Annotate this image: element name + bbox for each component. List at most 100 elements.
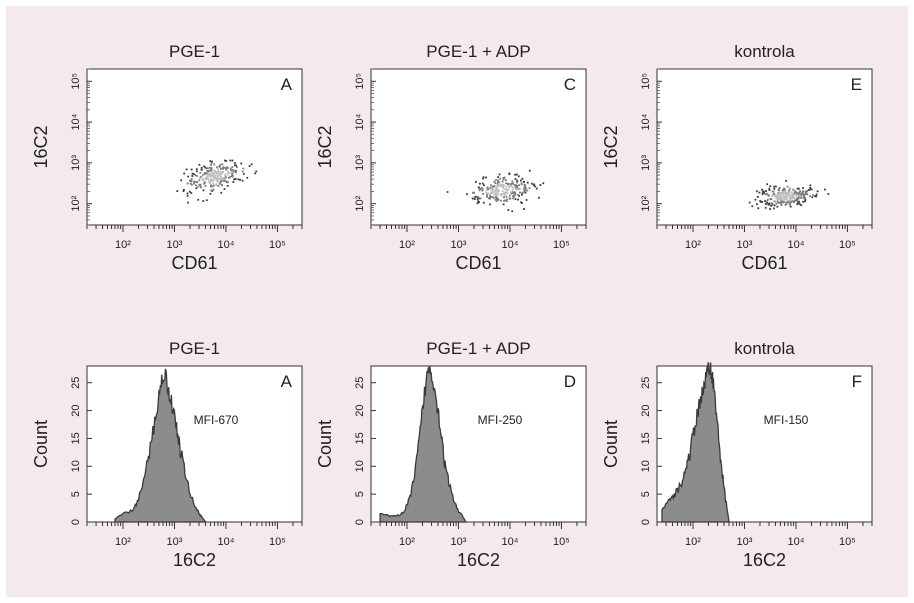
scatter-point — [788, 196, 791, 199]
scatter-point — [228, 177, 230, 179]
y-tick-label: 0 — [354, 519, 366, 525]
scatter-point — [220, 178, 222, 180]
scatter-point — [176, 190, 179, 192]
y-tick-label: 10³ — [354, 155, 366, 171]
scatter-point — [205, 167, 208, 170]
scatter-point — [205, 172, 208, 174]
scatter-point — [757, 207, 760, 210]
scatter-point — [809, 184, 812, 187]
x-tick-label: 10⁴ — [501, 239, 518, 251]
scatter-point — [542, 182, 545, 185]
y-tick-label: 10 — [354, 460, 366, 472]
scatter-point — [505, 196, 508, 198]
scatter-point — [516, 180, 518, 183]
scatter-point — [195, 187, 198, 190]
scatter-point — [771, 190, 774, 193]
scatter-point — [217, 168, 219, 171]
scatter-point — [513, 196, 515, 198]
scatter-point — [509, 194, 511, 197]
scatter-point — [479, 182, 481, 185]
scatter-point — [771, 195, 773, 197]
scatter-point — [517, 188, 520, 190]
scatter-point — [785, 203, 788, 205]
scatter-point — [526, 181, 529, 184]
scatter-point — [505, 200, 508, 202]
scatter-point — [505, 191, 507, 194]
scatter-point — [799, 194, 802, 197]
scatter-point — [782, 201, 785, 204]
scatter-point — [500, 185, 502, 188]
x-tick-label: 10² — [685, 239, 701, 251]
scatter-point — [521, 193, 523, 196]
scatter-point — [497, 184, 499, 187]
scatter-point — [211, 185, 214, 188]
scatter-point — [766, 202, 768, 204]
y-tick-label: 25 — [354, 377, 366, 389]
histogram-area — [661, 362, 730, 523]
scatter-point — [493, 185, 496, 188]
scatter-point — [212, 188, 215, 191]
y-tick-label: 10 — [640, 460, 652, 472]
scatter-point — [781, 197, 784, 199]
x-tick-label: 10² — [399, 239, 415, 251]
scatter-point — [490, 192, 492, 194]
scatter-point — [218, 178, 221, 181]
scatter-point — [511, 185, 513, 188]
x-tick-label: 10³ — [737, 536, 753, 548]
scatter-point — [495, 179, 497, 181]
scatter-point — [182, 190, 185, 193]
scatter-point — [791, 194, 794, 196]
scatter-point — [488, 197, 490, 200]
scatter-point — [508, 172, 511, 175]
scatter-point — [190, 168, 193, 171]
scatter-point — [213, 163, 216, 166]
scatter-point — [194, 184, 197, 187]
scatter-point — [768, 202, 771, 205]
scatter-point — [189, 182, 192, 185]
scatter-point — [510, 183, 512, 185]
scatter-point — [775, 197, 778, 200]
scatter-point — [204, 178, 207, 181]
scatter-point — [801, 191, 804, 194]
chart-title: kontrola — [734, 339, 795, 358]
scatter-point — [482, 193, 485, 195]
y-tick-label: 10³ — [70, 155, 82, 171]
mfi-annotation: MFI-250 — [478, 413, 523, 427]
scatter-point — [500, 194, 502, 197]
scatter-point — [473, 198, 476, 200]
scatter-point — [758, 191, 761, 194]
scatter-point — [200, 166, 203, 169]
scatter-point — [506, 188, 509, 191]
scatter-point — [197, 198, 200, 201]
x-axis-label: CD61 — [455, 253, 501, 273]
scatter-point — [217, 171, 220, 174]
scatter-point — [770, 202, 773, 204]
scatter-point — [764, 203, 767, 205]
scatter-point — [187, 201, 189, 204]
scatter-point — [516, 188, 519, 191]
scatter-point — [215, 172, 218, 174]
scatter-point — [768, 189, 771, 191]
scatter-point — [241, 179, 244, 182]
scatter-point — [217, 181, 220, 184]
scatter-point — [523, 183, 526, 186]
scatter-point — [776, 205, 779, 208]
y-axis-label: Count — [315, 420, 335, 468]
scatter-point — [786, 192, 788, 195]
scatter-point — [501, 190, 504, 193]
scatter-point — [785, 197, 788, 200]
scatter-point — [210, 189, 213, 192]
scatter-point — [186, 192, 189, 195]
x-tick-label: 10³ — [167, 239, 183, 251]
scatter-point — [514, 194, 516, 197]
scatter-point — [520, 179, 522, 182]
y-tick-label: 15 — [354, 432, 366, 444]
x-axis-label: 16C2 — [457, 550, 500, 570]
scatter-point — [769, 198, 772, 200]
scatter-point — [787, 201, 789, 204]
y-tick-label: 15 — [70, 432, 82, 444]
scatter-point — [213, 176, 216, 179]
scatter-point — [496, 188, 498, 191]
chart-panel-6: kontrola F 10² 10³ 10⁴ 10⁵ 16C2 0 5 10 15 20 25 Count… — [601, 339, 873, 570]
scatter-point — [528, 169, 531, 172]
